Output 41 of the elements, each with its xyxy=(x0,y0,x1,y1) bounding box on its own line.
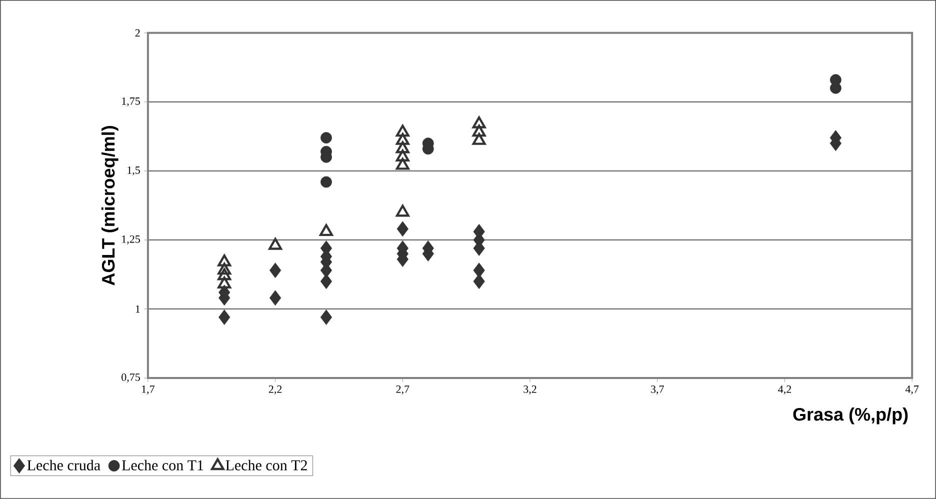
point xyxy=(320,224,333,236)
point xyxy=(396,150,410,162)
y-tick-label: 1,75 xyxy=(122,97,140,106)
x-tick-label: 3,2 xyxy=(524,386,536,395)
point xyxy=(396,221,408,237)
point xyxy=(396,124,410,137)
point xyxy=(218,276,232,289)
point xyxy=(218,268,232,280)
y-tick-label: 1,25 xyxy=(122,236,140,244)
legend-label: Leche con T1 xyxy=(122,460,204,470)
point xyxy=(320,274,332,290)
x-tick-label: 4,7 xyxy=(905,386,919,394)
x-axis-title: Grasa (%,p/p) xyxy=(793,408,908,424)
point xyxy=(268,238,282,250)
point xyxy=(396,158,410,170)
x-tick-label: 4,2 xyxy=(778,386,792,395)
point xyxy=(396,133,410,145)
y-tick-label: 0,75 xyxy=(122,374,140,383)
legend-label: Leche cruda xyxy=(27,460,100,470)
point xyxy=(320,310,332,325)
point xyxy=(269,290,282,306)
point xyxy=(218,262,232,275)
y-tick-label: 2 xyxy=(135,29,140,37)
point xyxy=(396,204,410,217)
point xyxy=(269,262,282,278)
point xyxy=(218,310,230,325)
point xyxy=(472,124,486,137)
x-tick-label: 1,7 xyxy=(142,386,154,395)
point xyxy=(396,141,410,154)
x-tick-label: 2,7 xyxy=(396,386,410,395)
point xyxy=(320,176,332,188)
y-tick-label: 1,5 xyxy=(128,166,140,176)
x-tick-label: 3,7 xyxy=(651,386,664,395)
x-tick-label: 2,2 xyxy=(268,386,282,395)
point xyxy=(473,274,485,290)
point xyxy=(472,133,486,145)
legend-label: Leche con T2 xyxy=(226,460,307,470)
point xyxy=(320,132,332,144)
point xyxy=(472,116,486,128)
y-tick-label: 1 xyxy=(136,305,140,313)
y-axis-title: AGLT (microeq/ml) xyxy=(101,126,118,286)
